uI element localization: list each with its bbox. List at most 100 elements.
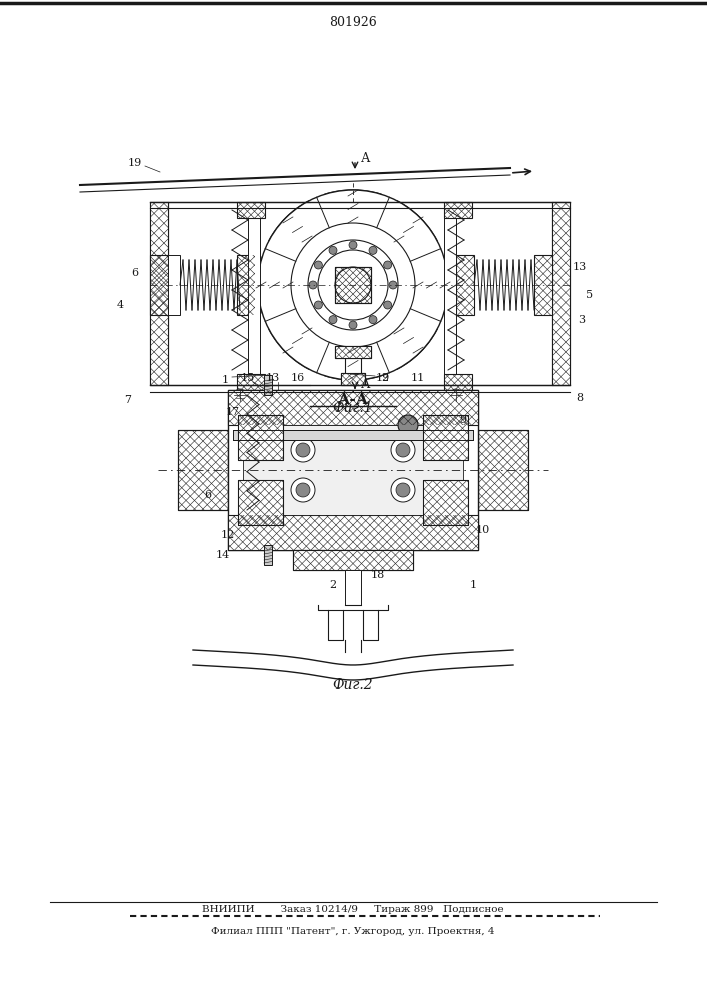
Text: 5: 5 [586,290,594,300]
Bar [178,430,228,510]
Bar [237,374,265,390]
Text: 6: 6 [204,490,211,500]
Text: 6: 6 [132,268,139,278]
Bar [237,255,255,315]
Text: 15: 15 [241,373,255,383]
Circle shape [315,261,322,269]
Text: 19: 19 [376,373,390,383]
Circle shape [349,241,357,249]
Text: 8: 8 [576,393,583,403]
Text: ВНИИПИ        Заказ 10214/9     Тираж 899   Подписное: ВНИИПИ Заказ 10214/9 Тираж 899 Подписное [202,904,504,914]
Bar [238,480,283,525]
Bar [248,202,260,385]
Circle shape [329,316,337,324]
Bar [423,480,468,525]
Bar [293,550,413,570]
Circle shape [369,316,377,324]
Bar [228,390,478,425]
Bar [335,267,371,303]
Text: 9: 9 [460,415,467,425]
Bar [228,515,478,550]
Circle shape [315,301,322,309]
Bar [293,550,413,570]
Bar [150,255,168,315]
Bar [178,430,228,510]
Text: 12: 12 [221,530,235,540]
Circle shape [291,223,415,347]
Bar [444,202,456,385]
Circle shape [391,438,415,462]
Text: Фиг.2: Фиг.2 [333,678,373,692]
Circle shape [450,389,462,401]
Text: Филиал ППП "Патент", г. Ужгород, ул. Проектня, 4: Филиал ППП "Патент", г. Ужгород, ул. Про… [211,928,495,936]
Bar [228,515,478,550]
Circle shape [389,281,397,289]
Bar [228,390,478,425]
Circle shape [318,250,388,320]
Text: 4: 4 [117,300,124,310]
Circle shape [296,483,310,497]
Circle shape [369,246,377,254]
Bar [237,202,265,218]
Text: 13: 13 [266,373,280,383]
Bar [335,346,371,358]
Bar [233,430,473,440]
Text: Фиг.1: Фиг.1 [333,401,373,415]
Bar [168,255,180,315]
Bar [341,373,365,385]
Bar [552,202,570,385]
Bar [264,375,272,395]
Circle shape [258,190,448,380]
Circle shape [309,281,317,289]
Text: 3: 3 [578,315,585,325]
Text: 19: 19 [128,158,142,168]
Bar [341,373,365,385]
Bar [456,255,474,315]
Bar [238,415,283,460]
Bar [444,202,472,218]
Circle shape [291,478,315,502]
Bar [238,415,283,460]
Text: А: А [361,151,370,164]
Bar [238,480,283,525]
Bar [552,202,570,385]
Bar [478,430,528,510]
Bar [335,267,371,303]
Circle shape [391,478,415,502]
Circle shape [398,415,418,435]
Bar [478,430,528,510]
Text: 1: 1 [221,375,228,385]
Bar [243,425,463,515]
Circle shape [234,389,246,401]
Text: 13: 13 [573,262,587,272]
Bar [534,255,552,315]
Bar [335,346,371,358]
Text: 11: 11 [411,373,425,383]
Text: 2: 2 [329,580,337,590]
Text: 7: 7 [124,395,132,405]
Text: 14: 14 [216,550,230,560]
Text: 17: 17 [226,407,240,417]
Text: А: А [361,378,370,391]
Circle shape [384,261,392,269]
Circle shape [291,438,315,462]
Circle shape [308,240,398,330]
Bar [264,545,272,565]
Bar [423,415,468,460]
Text: А-А: А-А [337,393,368,407]
Bar [150,202,168,385]
Text: 801926: 801926 [329,15,377,28]
Bar [228,390,478,550]
Text: 18: 18 [371,570,385,580]
Text: 2: 2 [382,373,389,383]
Circle shape [329,246,337,254]
Bar [444,374,472,390]
Circle shape [296,443,310,457]
Circle shape [396,443,410,457]
Bar [345,570,361,605]
Text: 16: 16 [291,373,305,383]
Bar [423,480,468,525]
Bar [150,202,168,385]
Circle shape [349,321,357,329]
Text: 1: 1 [469,580,477,590]
